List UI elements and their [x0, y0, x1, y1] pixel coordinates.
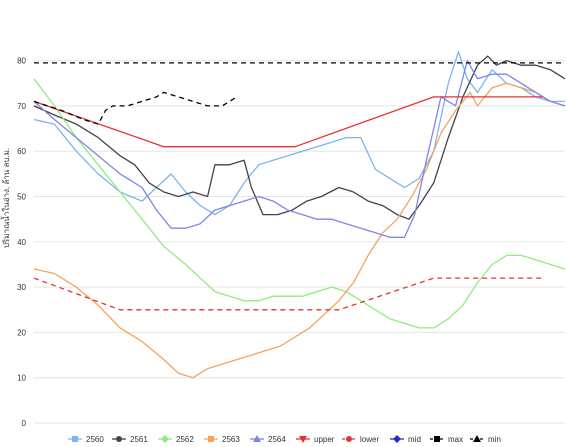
legend-item-2560[interactable]: 2560	[68, 435, 104, 444]
legend: 2560 2561 2562 2563 2564 upper lower mid max min	[68, 435, 501, 444]
legend-marker-circle	[116, 436, 122, 442]
series-line-2564	[33, 59, 566, 238]
y-tick-label: 30	[17, 283, 26, 292]
series-line-2560	[33, 50, 565, 216]
legend-label: max	[448, 435, 463, 444]
legend-marker-square	[208, 436, 214, 442]
legend-label: 2562	[176, 435, 194, 444]
legend-label: lower	[360, 435, 379, 444]
series-line-lower	[33, 277, 544, 311]
legend-label: mid	[408, 435, 421, 444]
legend-item-mid[interactable]: mid	[390, 435, 421, 444]
series-line-2561	[33, 55, 566, 220]
series-line-upper	[33, 96, 544, 148]
y-tick-label: 0	[22, 419, 27, 428]
legend-label: 2564	[268, 435, 286, 444]
legend-label: 2560	[86, 435, 104, 444]
grid-lines	[34, 60, 565, 424]
legend-marker-circle	[346, 436, 352, 442]
legend-item-2562[interactable]: 2562	[158, 435, 194, 444]
y-tick-label: 20	[17, 328, 26, 337]
y-tick-label: 80	[17, 57, 26, 66]
legend-item-2563[interactable]: 2563	[204, 435, 240, 444]
y-tick-label: 70	[17, 102, 26, 111]
legend-marker-diamond	[393, 435, 401, 443]
series-line-min	[33, 91, 238, 125]
legend-label: 2563	[222, 435, 240, 444]
legend-label: min	[488, 435, 501, 444]
legend-marker-square	[434, 436, 440, 442]
y-tick-label: 60	[17, 147, 26, 156]
legend-label: 2561	[130, 435, 148, 444]
legend-item-2561[interactable]: 2561	[112, 435, 148, 444]
series-line-2563	[33, 82, 566, 379]
y-tick-label: 40	[17, 238, 26, 247]
legend-marker-square	[72, 436, 78, 442]
legend-item-min[interactable]: min	[470, 435, 501, 444]
legend-label: upper	[314, 435, 335, 444]
y-tick-label: 50	[17, 193, 26, 202]
legend-marker-diamond	[161, 435, 169, 443]
y-axis-tick-labels: 0 10 20 30 40 50 60 70 80	[17, 57, 26, 428]
legend-item-2564[interactable]: 2564	[250, 435, 286, 444]
legend-marker-triangle	[253, 435, 261, 442]
series-lines	[33, 50, 566, 379]
legend-item-upper[interactable]: upper	[296, 435, 335, 444]
legend-marker-triangle	[473, 435, 481, 442]
legend-item-lower[interactable]: lower	[342, 435, 379, 444]
y-tick-label: 10	[17, 374, 26, 383]
y-axis-label: ปริมาณน้ำในอ่าง, ล้าน ลบ.ม.	[0, 148, 11, 248]
legend-marker-triangle-down	[299, 436, 307, 443]
series-line-2562	[33, 78, 566, 329]
legend-item-max[interactable]: max	[430, 435, 463, 444]
